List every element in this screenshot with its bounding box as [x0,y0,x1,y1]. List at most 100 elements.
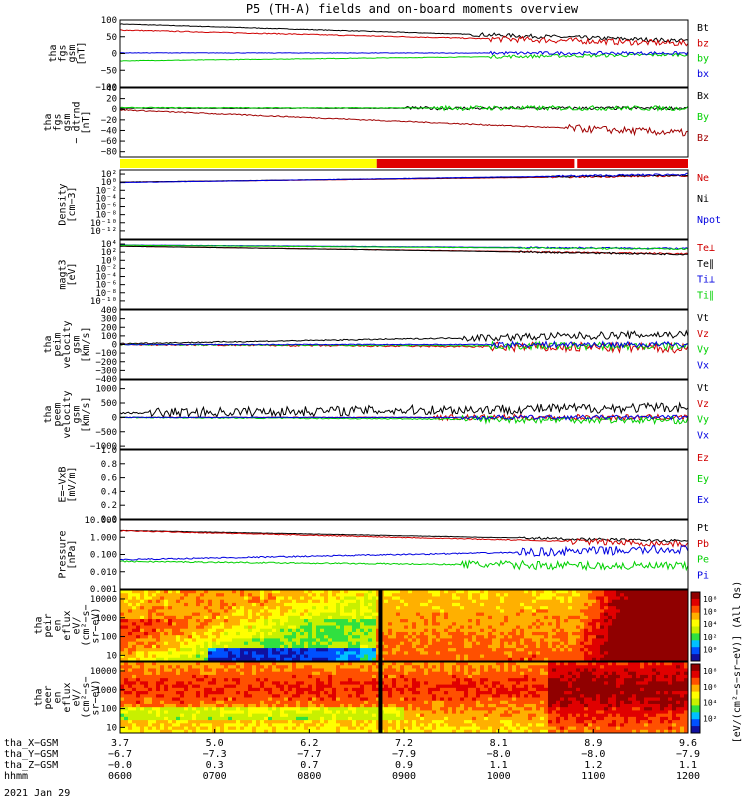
heatmap-cell [244,651,249,656]
heatmap-cell [600,596,605,601]
heatmap-cell [292,609,297,614]
ytick-label: 0.4 [101,487,117,497]
heatmap-cell [544,593,549,597]
heatmap-cell [624,590,629,594]
heatmap-cell [192,619,197,623]
heatmap-cell [340,628,345,633]
heatmap-cell [208,657,213,662]
heatmap-cell [308,609,313,614]
heatmap-cell [344,716,349,721]
heatmap-cell [200,662,205,666]
heatmap-cell [412,615,417,620]
heatmap-cell [672,625,677,630]
heatmap-cell [168,628,173,633]
heatmap-cell [372,654,377,659]
heatmap-cell [280,596,285,601]
heatmap-cell [296,648,301,652]
heatmap-cell [364,713,369,718]
heatmap-cell [248,657,253,662]
heatmap-cell [496,612,501,617]
heatmap-cell [328,599,333,604]
heatmap-cell [460,644,465,649]
heatmap-cell [280,703,285,708]
heatmap-cell [220,651,225,656]
heatmap-cell [224,619,229,623]
heatmap-cell [180,654,185,659]
heatmap-cell [140,694,145,698]
heatmap-cell [172,596,177,601]
heatmap-cell [236,694,241,698]
heatmap-cell [236,644,241,649]
ytick-label: 0.0 [101,515,117,525]
heatmap-cell [144,694,149,698]
heatmap-cell [328,678,333,682]
heatmap-cell [264,622,269,626]
status-segment-0 [120,159,377,168]
heatmap-cell [268,720,273,724]
heatmap-cell [156,665,161,669]
heatmap-cell [292,593,297,597]
heatmap-cell [332,641,337,646]
heatmap-cell [412,681,417,686]
heatmap-cell [144,622,149,626]
heatmap-cell [368,691,373,695]
heatmap-cell [364,619,369,623]
heatmap-cell [264,726,269,731]
heatmap-cell [644,628,649,633]
heatmap-cell [276,619,281,623]
heatmap-cell [140,668,145,673]
heatmap-cell [584,635,589,639]
heatmap-cell [248,599,253,604]
heatmap-cell [264,657,269,662]
heatmap-cell [396,697,401,702]
heatmap-cell [156,713,161,718]
heatmap-cell [284,615,289,620]
heatmap-cell [204,625,209,630]
heatmap-cell [588,590,593,594]
heatmap-cell [448,590,453,594]
heatmap-cell [240,703,245,708]
heatmap-cell [608,625,613,630]
heatmap-cell [224,615,229,620]
heatmap-cell [300,590,305,594]
heatmap-cell [644,590,649,594]
heatmap-cell [596,638,601,643]
heatmap-cell [172,641,177,646]
heatmap-cell [400,668,405,673]
heatmap-cell [204,662,209,666]
heatmap-cell [288,615,293,620]
heatmap-cell [252,713,257,718]
heatmap-cell [616,590,621,594]
heatmap-cell [492,612,497,617]
ytick-label: 1000 [95,614,117,624]
heatmap-cell [192,638,197,643]
heatmap-cell [400,723,405,728]
heatmap-cell [456,596,461,601]
heatmap-cell [152,665,157,669]
heatmap-cell [252,687,257,692]
ytick-label: 0.010 [90,568,117,578]
heatmap-cell [316,723,321,728]
heatmap-cell [560,590,565,594]
heatmap-cell [268,668,273,673]
heatmap-cell [584,612,589,617]
heatmap-cell [640,622,645,626]
heatmap-cell [160,612,165,617]
heatmap-cell [152,716,157,721]
heatmap-cell [384,638,389,643]
heatmap-cell [272,668,277,673]
heatmap-cell [368,596,373,601]
heatmap-cell [340,590,345,594]
heatmap-cell [148,609,153,614]
heatmap-cell [480,635,485,639]
heatmap-cell [184,662,189,666]
heatmap-cell [392,665,397,669]
heatmap-cell [352,726,357,731]
heatmap-cell [136,662,141,666]
heatmap-cell [196,602,201,607]
heatmap-cell [132,615,137,620]
heatmap-cell [620,648,625,652]
heatmap-cell [344,590,349,594]
heatmap-cell [324,681,329,686]
heatmap-cell [280,716,285,721]
